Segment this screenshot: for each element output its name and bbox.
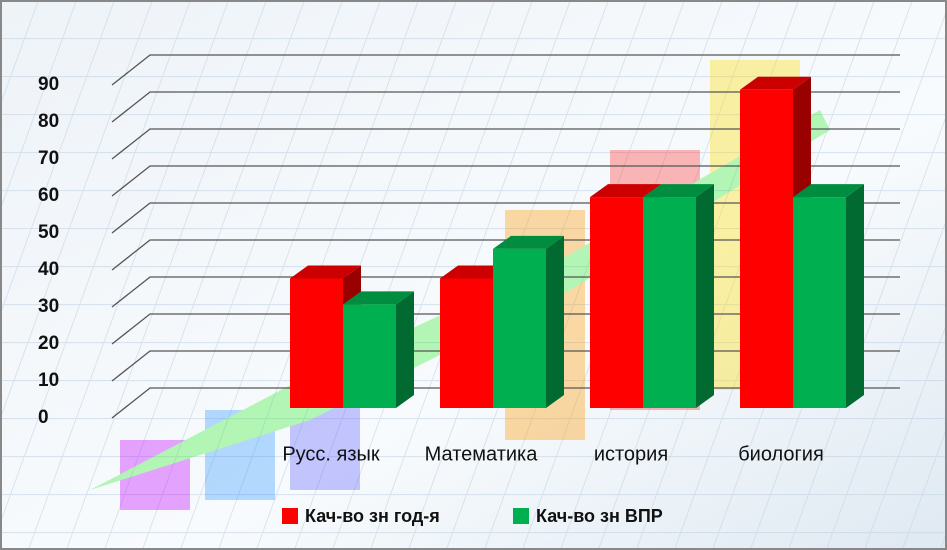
x-tick-label: биология: [738, 443, 824, 465]
legend-swatch: [513, 508, 529, 524]
bar-top: [290, 265, 361, 279]
grid-line: [111, 165, 900, 197]
y-tick-label: 0: [38, 407, 49, 428]
legend-label: Кач-во зн год-я: [305, 506, 440, 526]
bar-top: [740, 76, 811, 90]
legend-swatch: [282, 508, 298, 524]
bar: [290, 278, 343, 408]
y-tick-label: 60: [38, 185, 59, 206]
bar-side: [846, 184, 864, 408]
y-tick-label: 50: [38, 222, 59, 243]
x-tick-label: Русс. язык: [282, 443, 380, 465]
y-tick-label: 10: [38, 370, 59, 391]
bar-side: [696, 184, 714, 408]
grid-line: [111, 54, 900, 86]
y-tick-label: 30: [38, 296, 59, 317]
x-tick-label: история: [594, 443, 668, 465]
bar-top: [590, 184, 661, 198]
bar-side: [396, 291, 414, 408]
bar-side: [546, 235, 564, 408]
y-tick-label: 70: [38, 148, 59, 169]
y-tick-label: 20: [38, 333, 59, 354]
grid-line: [111, 128, 900, 160]
bar: [643, 197, 696, 408]
bar-top: [493, 235, 564, 249]
bar-top: [643, 184, 714, 198]
bar: [343, 304, 396, 408]
bar-top: [343, 291, 414, 305]
bar: [590, 197, 643, 408]
y-tick-label: 40: [38, 259, 59, 280]
legend: Кач-во зн год-я Кач-во зн ВПР: [282, 506, 663, 526]
x-tick-label: Математика: [425, 443, 539, 465]
bar: [740, 89, 793, 409]
bar: [493, 248, 546, 408]
grid-line: [111, 91, 900, 123]
y-tick-label: 90: [38, 74, 59, 95]
legend-label: Кач-во зн ВПР: [536, 506, 663, 526]
y-tick-label: 80: [38, 111, 59, 132]
bar: [440, 278, 493, 408]
bar-top: [793, 184, 864, 198]
bar: [793, 197, 846, 408]
